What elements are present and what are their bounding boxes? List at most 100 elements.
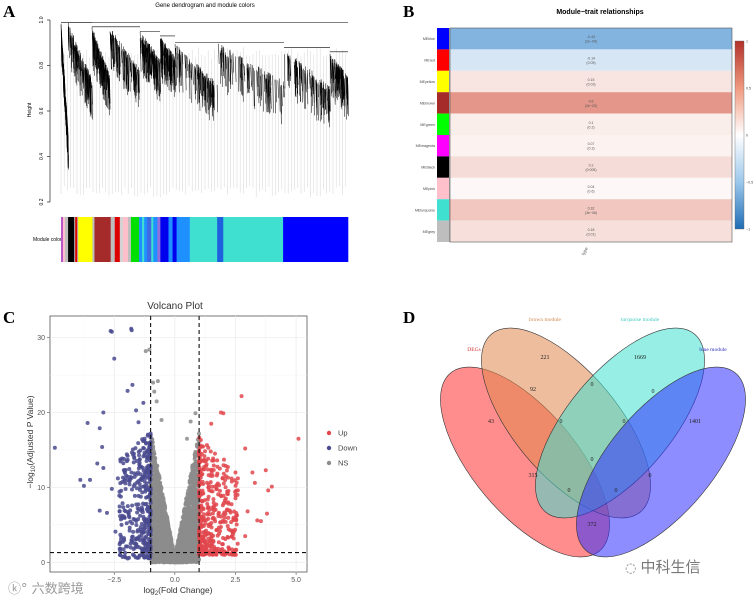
module-color-swatch bbox=[437, 199, 449, 221]
dendrogram-branch bbox=[75, 43, 77, 66]
point-up bbox=[208, 473, 213, 478]
point-ns bbox=[183, 512, 188, 517]
point-up bbox=[200, 479, 205, 484]
point-down bbox=[144, 519, 149, 524]
point-up bbox=[212, 451, 217, 456]
point-down bbox=[121, 468, 126, 473]
point-up bbox=[210, 489, 215, 494]
point-up bbox=[212, 547, 217, 552]
dendrogram-branch bbox=[100, 56, 102, 84]
p-value: (0.3) bbox=[587, 147, 594, 151]
point-up bbox=[215, 464, 220, 469]
dendrogram-branch bbox=[341, 67, 343, 82]
point-down bbox=[136, 441, 141, 446]
dendrogram-branch bbox=[227, 56, 229, 93]
dendrogram-branch bbox=[112, 31, 114, 45]
dendrogram-branch bbox=[211, 83, 213, 117]
point-ns bbox=[192, 472, 197, 477]
point-up bbox=[252, 480, 257, 485]
dendrogram-branch bbox=[125, 51, 127, 89]
point-up bbox=[232, 509, 237, 514]
point-ns bbox=[154, 505, 159, 510]
module-color-swatch bbox=[437, 92, 449, 114]
dendrogram-branch bbox=[345, 76, 347, 94]
dendrogram-branch bbox=[239, 56, 241, 92]
point-ns bbox=[158, 493, 163, 498]
module-color-segment bbox=[217, 217, 224, 262]
dendrogram-branch bbox=[66, 111, 68, 134]
dendrogram-branch bbox=[296, 67, 299, 94]
dendrogram-branch bbox=[275, 79, 277, 103]
dendrogram-branch bbox=[79, 58, 81, 96]
point-up bbox=[211, 458, 216, 463]
dendrogram-branch bbox=[332, 59, 334, 74]
dendrogram-branch bbox=[313, 75, 315, 103]
dendrogram-branch bbox=[99, 52, 101, 84]
point-down bbox=[117, 504, 122, 509]
module-color-segment bbox=[63, 217, 66, 262]
colorbar-tick-label: 1 bbox=[746, 40, 748, 44]
dendrogram-branch bbox=[258, 67, 260, 98]
dendrogram-branch bbox=[152, 52, 154, 73]
correlation-value: 0.6 bbox=[589, 99, 594, 103]
dendrogram-branch bbox=[241, 57, 243, 96]
point-down bbox=[117, 489, 122, 494]
dendrogram-branch bbox=[313, 76, 315, 116]
point-up bbox=[226, 545, 231, 550]
heatmap-cell bbox=[450, 220, 732, 242]
dendrogram-branch bbox=[209, 84, 211, 104]
dendrogram-branch bbox=[90, 76, 92, 88]
point-up bbox=[223, 485, 228, 490]
dendrogram-branch bbox=[125, 57, 127, 83]
dendrogram: 1.00.80.60.40.2 bbox=[39, 16, 349, 205]
dendrogram-branch bbox=[294, 61, 296, 87]
point-ns bbox=[179, 559, 184, 564]
dendrogram-branch bbox=[114, 38, 116, 64]
dendrogram-branch bbox=[294, 65, 296, 96]
module-color-segment bbox=[92, 217, 95, 262]
venn-region-count: 43 bbox=[488, 419, 494, 425]
dendrogram-branch bbox=[173, 63, 175, 81]
dendrogram-branch bbox=[109, 75, 111, 104]
dendrogram-branch bbox=[281, 84, 283, 107]
point-ns bbox=[151, 468, 156, 473]
point-up bbox=[211, 505, 216, 510]
point-up bbox=[269, 484, 274, 489]
dendrogram-branch bbox=[70, 37, 72, 55]
venn-set-label: brown module bbox=[529, 317, 561, 323]
p-value: (0.2) bbox=[587, 125, 594, 129]
point-up bbox=[229, 479, 234, 484]
point-up bbox=[197, 529, 202, 534]
point-ns bbox=[192, 557, 197, 562]
dendrogram-branch bbox=[69, 27, 71, 43]
dendrogram-branch bbox=[91, 85, 93, 120]
point-up bbox=[235, 488, 240, 493]
dendrogram-branch bbox=[283, 85, 285, 98]
heatmap-cell bbox=[450, 135, 732, 157]
module-label: MEblack bbox=[421, 166, 435, 170]
dendrogram-branch bbox=[343, 75, 345, 95]
point-up bbox=[218, 528, 223, 533]
point-down bbox=[123, 487, 128, 492]
module-color-segment bbox=[223, 217, 284, 262]
correlation-value: 0.15 bbox=[588, 78, 595, 82]
dendrogram-branch bbox=[274, 79, 276, 114]
dendrogram-branch bbox=[207, 81, 209, 98]
dendrogram-branch bbox=[87, 68, 89, 99]
dendrogram-branch bbox=[194, 69, 196, 100]
point-down bbox=[141, 446, 146, 451]
dendrogram-branch bbox=[223, 46, 225, 75]
heatmap-title: Module−trait relationships bbox=[556, 9, 643, 16]
dendrogram-branch bbox=[323, 87, 325, 124]
point-up bbox=[225, 507, 230, 512]
dendrogram-branch bbox=[88, 75, 91, 94]
point-up bbox=[198, 522, 203, 527]
point-up bbox=[215, 533, 220, 538]
dendrogram-branch bbox=[288, 55, 290, 77]
point-up bbox=[201, 536, 206, 541]
legend-marker bbox=[326, 460, 332, 466]
dendrogram-branch bbox=[322, 87, 324, 109]
dendrogram-branch bbox=[312, 77, 314, 92]
module-color-swatch bbox=[437, 220, 449, 242]
